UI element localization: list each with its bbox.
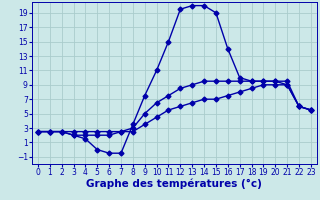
X-axis label: Graphe des températures (°c): Graphe des températures (°c) — [86, 179, 262, 189]
